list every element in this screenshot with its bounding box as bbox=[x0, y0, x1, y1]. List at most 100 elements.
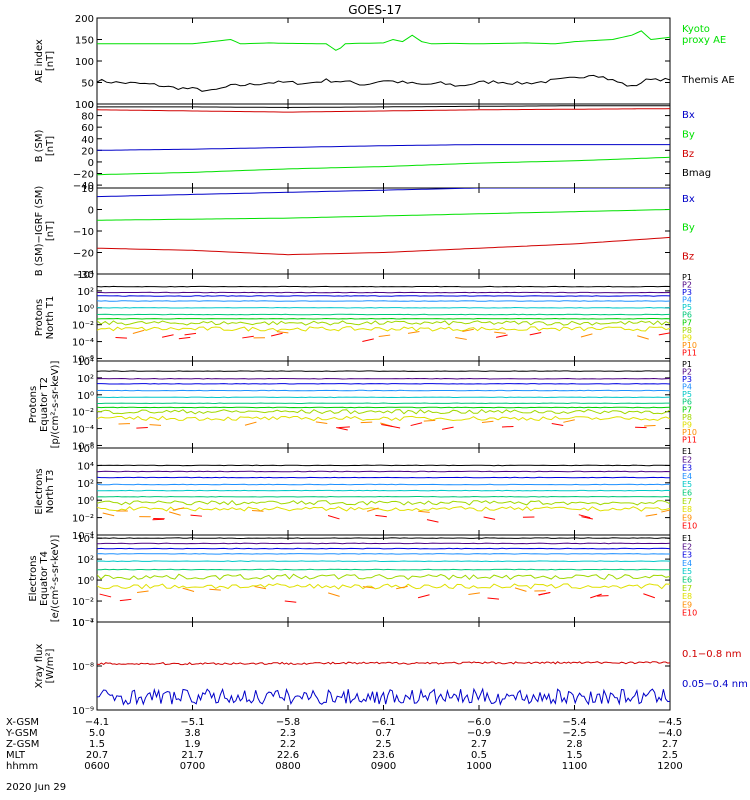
ytick-label: 10⁻² bbox=[72, 408, 94, 419]
ytick-label: 10⁻² bbox=[72, 514, 94, 525]
channel-segment bbox=[658, 332, 670, 336]
plot-area bbox=[97, 188, 670, 256]
series-line bbox=[97, 687, 670, 706]
channel-segment bbox=[362, 586, 375, 589]
channel-segment bbox=[468, 592, 480, 596]
channel-line bbox=[97, 547, 670, 550]
channel-line bbox=[97, 568, 670, 571]
channel-segment bbox=[442, 426, 454, 430]
channel-segment bbox=[178, 336, 191, 340]
legend-entry: Themis AE bbox=[681, 75, 735, 86]
ytick-label: 10⁰ bbox=[77, 304, 94, 315]
ytick-label: 10 bbox=[81, 184, 94, 195]
legend-entry: E5 bbox=[682, 480, 692, 489]
legend-entry: Bz bbox=[682, 251, 694, 262]
legend-entry: P5 bbox=[682, 303, 692, 312]
xaxis-row-value: 0800 bbox=[275, 761, 300, 772]
channel-segment bbox=[407, 330, 420, 334]
xaxis-row-value: −0.9 bbox=[467, 728, 491, 739]
chart-title: GOES-17 bbox=[348, 3, 402, 17]
y-axis-label-line: Protons bbox=[28, 386, 39, 423]
xaxis-row-value: −6.1 bbox=[371, 717, 395, 728]
y-axis-label-line: Equator T2 bbox=[39, 377, 50, 432]
panel-xray: 10⁻⁷ 10⁻⁸ 10⁻⁹ Xray flux[W/m²] 0.1−0.8 nm 0.0… bbox=[34, 618, 748, 717]
y-axis-label-line: [nT] bbox=[45, 221, 56, 241]
channel-segment bbox=[645, 513, 658, 517]
channel-line bbox=[97, 402, 670, 405]
ytick-label: 10⁻⁹ bbox=[72, 706, 94, 717]
channel-segment bbox=[244, 421, 257, 426]
panel-pe: 10⁴ 10² 10⁰ 10⁻² 10⁻⁴ 10⁻⁶ ProtonsEquator T2[p… bbox=[28, 357, 697, 452]
channel-line bbox=[97, 370, 670, 372]
plot-area bbox=[97, 464, 670, 523]
legend-entry: P1 bbox=[682, 360, 692, 369]
legend-entry: P3 bbox=[682, 375, 692, 384]
xaxis-row-value: 1100 bbox=[562, 761, 587, 772]
xaxis-row-value: 2.7 bbox=[471, 739, 487, 750]
legend-entry: E1 bbox=[682, 447, 692, 456]
legend-entry: E4 bbox=[682, 559, 692, 568]
channel-segment bbox=[529, 332, 542, 336]
legend-entry: E7 bbox=[682, 497, 692, 506]
channel-segment bbox=[378, 334, 391, 338]
legend-entry: P10 bbox=[682, 341, 697, 350]
ytick-label: 10⁴ bbox=[77, 270, 94, 281]
xaxis-row-value: 2.8 bbox=[567, 739, 583, 750]
y-axis-label: B (SM)−IGRF (SM)[nT] bbox=[34, 186, 56, 277]
series-line bbox=[97, 30, 670, 51]
y-axis-label-line: [e/(cm²-s-sr-keV)] bbox=[50, 535, 61, 623]
ytick-label: −20 bbox=[73, 249, 94, 260]
legend-entry: P4 bbox=[682, 383, 692, 392]
channel-line bbox=[97, 573, 670, 581]
legend-entry: P9 bbox=[682, 333, 692, 342]
legend-entry: E8 bbox=[682, 592, 692, 601]
legend-entry: 0.05−0.4 nm bbox=[682, 679, 748, 690]
panel-frame bbox=[96, 447, 671, 536]
series-line bbox=[97, 188, 670, 198]
xaxis-row-value: 2.5 bbox=[376, 739, 392, 750]
series-line bbox=[97, 105, 670, 109]
legend-entry: Bx bbox=[682, 194, 695, 205]
xaxis-row-label: Y-GSM bbox=[5, 728, 38, 739]
legend-entry: E5 bbox=[682, 567, 692, 576]
ytick-label: 50 bbox=[81, 79, 94, 90]
channel-segment bbox=[276, 331, 289, 334]
channel-line bbox=[97, 285, 670, 288]
channel-segment bbox=[136, 590, 149, 594]
legend-entry-line: Bx bbox=[682, 110, 695, 121]
channel-line bbox=[97, 537, 670, 540]
xaxis-row-value: 1.9 bbox=[185, 739, 201, 750]
channel-segment bbox=[643, 593, 655, 599]
channel-line bbox=[97, 295, 670, 297]
xaxis-row-value: 2.7 bbox=[662, 739, 678, 750]
channel-segment bbox=[338, 426, 350, 429]
panel-ae: 0 50 100 150 200 AE index[nT] Kyoto proxy AE The… bbox=[34, 14, 735, 111]
legend-entry: E8 bbox=[682, 505, 692, 514]
xaxis-row-value: −2.5 bbox=[562, 728, 586, 739]
series-line bbox=[97, 236, 670, 256]
legend-entry: E3 bbox=[682, 551, 692, 560]
channel-segment bbox=[426, 519, 439, 523]
channel-segment bbox=[581, 516, 593, 520]
xaxis-row-value: 3.8 bbox=[185, 728, 201, 739]
channel-segment bbox=[328, 592, 340, 597]
ytick-label: 150 bbox=[75, 36, 94, 47]
xaxis-row-value: −4.0 bbox=[658, 728, 682, 739]
series-line bbox=[97, 74, 670, 92]
ytick-label: −20 bbox=[73, 170, 94, 181]
ytick-label: 10⁶ bbox=[77, 444, 94, 455]
channel-line bbox=[97, 415, 670, 422]
channel-segment bbox=[251, 510, 264, 512]
legend-entry: E2 bbox=[682, 542, 692, 551]
ytick-label: −30 bbox=[73, 270, 94, 281]
legend-entry: E6 bbox=[682, 489, 692, 498]
channel-line bbox=[97, 306, 670, 309]
ytick-label: 10⁻⁶ bbox=[72, 354, 94, 365]
legend-entry: By bbox=[682, 223, 695, 234]
xaxis-row-value: 22.6 bbox=[277, 750, 299, 761]
legend-entry: Bx bbox=[682, 110, 695, 121]
channel-line bbox=[97, 377, 670, 380]
legend-entry: P4 bbox=[682, 296, 692, 305]
xaxis-row-value: 0900 bbox=[371, 761, 396, 772]
